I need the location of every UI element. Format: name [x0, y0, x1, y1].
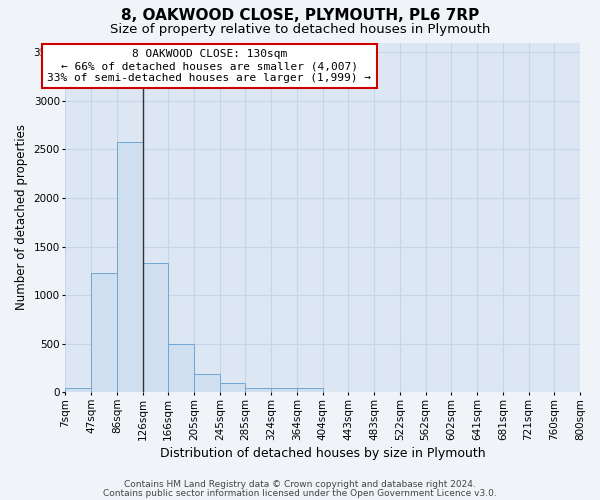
- Text: Contains public sector information licensed under the Open Government Licence v3: Contains public sector information licen…: [103, 488, 497, 498]
- Bar: [297, 388, 323, 392]
- Bar: [117, 142, 143, 392]
- Text: 8 OAKWOOD CLOSE: 130sqm
← 66% of detached houses are smaller (4,007)
33% of semi: 8 OAKWOOD CLOSE: 130sqm ← 66% of detache…: [47, 50, 371, 82]
- Y-axis label: Number of detached properties: Number of detached properties: [15, 124, 28, 310]
- Bar: [168, 344, 194, 393]
- Text: Size of property relative to detached houses in Plymouth: Size of property relative to detached ho…: [110, 22, 490, 36]
- Bar: [194, 374, 220, 392]
- Text: 8, OAKWOOD CLOSE, PLYMOUTH, PL6 7RP: 8, OAKWOOD CLOSE, PLYMOUTH, PL6 7RP: [121, 8, 479, 22]
- Bar: [143, 263, 168, 392]
- Bar: [220, 382, 245, 392]
- Text: Contains HM Land Registry data © Crown copyright and database right 2024.: Contains HM Land Registry data © Crown c…: [124, 480, 476, 489]
- X-axis label: Distribution of detached houses by size in Plymouth: Distribution of detached houses by size …: [160, 447, 485, 460]
- Bar: [91, 273, 117, 392]
- Bar: [65, 388, 91, 392]
- Bar: [271, 388, 297, 392]
- Bar: [245, 388, 271, 392]
